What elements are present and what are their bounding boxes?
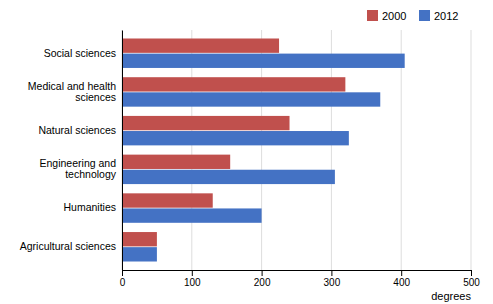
y-tick: Medical and healthsciences <box>28 80 122 104</box>
chart: 0 100 200 300 400 500 Social sciences Medical a… <box>0 0 493 304</box>
y-tick-label-line: Natural sciences <box>38 124 116 136</box>
y-tick-label-line: technology <box>65 168 117 180</box>
y-tick-label: Social sciences <box>44 47 116 59</box>
y-tick: Humanities <box>63 201 122 213</box>
y-tick-label-line: Humanities <box>63 201 116 213</box>
x-tick-mark <box>262 270 263 276</box>
bar <box>122 208 262 222</box>
y-tick-label: Medical and healthsciences <box>28 80 116 104</box>
x-tick: 400 <box>393 270 410 288</box>
bar <box>122 232 157 246</box>
y-tick: Agricultural sciences <box>20 240 122 252</box>
legend-swatch <box>419 10 430 21</box>
x-tick-label: 100 <box>184 277 201 288</box>
y-axis-line <box>122 31 123 271</box>
x-tick-label: 500 <box>463 277 480 288</box>
bar <box>122 54 405 68</box>
bar <box>122 92 380 106</box>
grid <box>122 30 471 270</box>
y-tick-label-line: Agricultural sciences <box>20 240 116 252</box>
legend-label: 2000 <box>382 10 406 22</box>
y-tick-label: Natural sciences <box>38 124 116 136</box>
y-tick-label-line: Medical and health <box>28 80 116 92</box>
x-tick-mark <box>401 270 402 276</box>
legend: 2000 2012 <box>367 10 458 22</box>
grid-line <box>471 30 472 270</box>
bar <box>122 116 290 130</box>
legend-swatch <box>367 10 378 21</box>
x-tick: 100 <box>184 270 201 288</box>
x-tick-mark <box>471 270 472 276</box>
x-axis-line <box>123 271 472 277</box>
x-tick-mark <box>192 270 193 276</box>
y-tick-label-line: Social sciences <box>44 47 116 59</box>
x-tick-mark <box>331 270 332 276</box>
bar <box>122 247 157 261</box>
y-tick: Natural sciences <box>38 124 122 136</box>
bar <box>122 131 349 145</box>
bars <box>122 38 405 261</box>
x-tick: 500 <box>463 270 480 288</box>
legend-item: 2000 <box>367 10 406 22</box>
x-tick-label: 200 <box>254 277 271 288</box>
x-tick: 300 <box>324 270 341 288</box>
x-tick-label: 0 <box>120 277 126 288</box>
x-tick-label: 400 <box>393 277 410 288</box>
x-tick-label: 300 <box>324 277 341 288</box>
x-axis-title: degrees <box>431 290 471 302</box>
bar <box>122 170 335 184</box>
y-tick-label: Agricultural sciences <box>20 240 116 252</box>
y-tick-label-line: sciences <box>75 91 116 103</box>
y-tick-label: Humanities <box>63 201 116 213</box>
x-tick: 200 <box>254 270 271 288</box>
x-tick-mark <box>122 270 123 276</box>
x-tick: 0 <box>120 270 126 288</box>
bar <box>122 77 345 91</box>
legend-item: 2012 <box>419 10 458 22</box>
y-tick: Social sciences <box>44 47 122 59</box>
y-tick: Engineering andtechnology <box>40 157 122 181</box>
bar <box>122 155 230 169</box>
y-axis: Social sciences Medical and healthscience… <box>20 31 123 271</box>
x-axis: 0 100 200 300 400 500 <box>120 270 481 288</box>
y-tick-label-line: Engineering and <box>40 157 117 169</box>
plot: 0 100 200 300 400 500 Social sciences Medical a… <box>20 30 481 288</box>
y-tick-label: Engineering andtechnology <box>40 157 117 181</box>
grid-line <box>122 30 123 270</box>
bar <box>122 193 213 207</box>
bar-series <box>122 54 405 262</box>
bar <box>122 38 279 52</box>
legend-label: 2012 <box>434 10 458 22</box>
